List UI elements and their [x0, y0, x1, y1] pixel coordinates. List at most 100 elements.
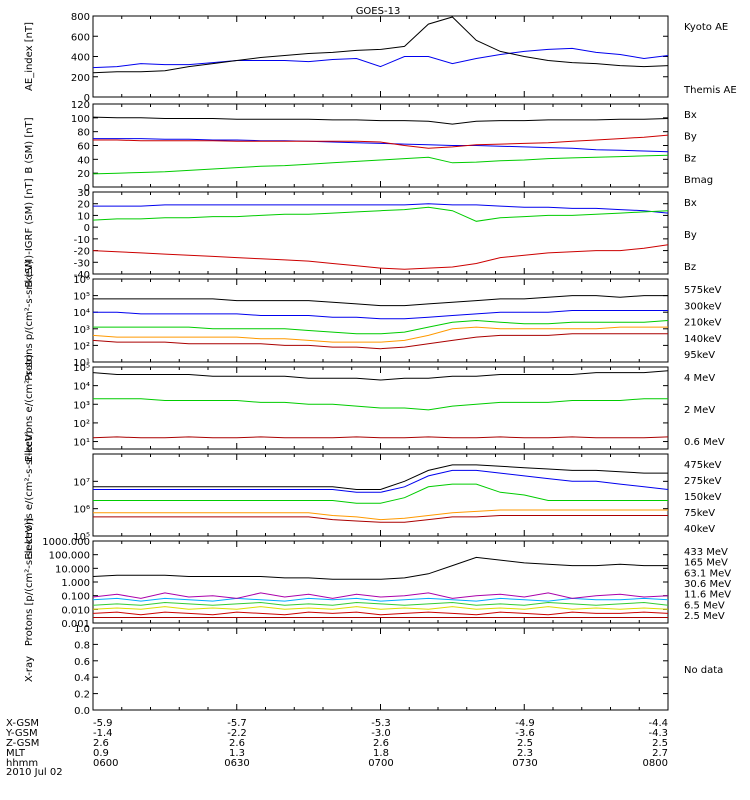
y-tick-label: -10	[74, 235, 90, 246]
y-tick-label: 40	[77, 155, 90, 166]
orbit-value: -3.0	[371, 728, 391, 739]
legend-entry: 165 MeV	[684, 558, 728, 569]
y-tick-label: 10⁵	[73, 532, 90, 543]
series-line-Bx	[93, 203, 669, 214]
orbit-value: 0630	[224, 758, 249, 769]
y-tick-label: 20	[77, 200, 90, 211]
orbit-value: -1.4	[93, 728, 113, 739]
y-tick-label: 1.0	[74, 624, 90, 635]
y-tick-label: 10³	[73, 325, 90, 336]
legend-entry: 150keV	[684, 492, 722, 503]
y-tick-label: -40	[74, 270, 90, 281]
panel-frame	[92, 540, 669, 624]
y-tick-label: 10	[77, 211, 90, 222]
legend-entry: 433 MeV	[684, 547, 728, 558]
legend-entry: 275keV	[684, 476, 722, 487]
legend-entry: 2.5 MeV	[684, 611, 725, 622]
y-tick-label: 400	[71, 53, 90, 64]
y-tick-label: 0	[84, 93, 90, 104]
y-tick-label: 0	[84, 183, 90, 194]
y-axis-label: Protons [p/(cm²-s-sr-keV)]	[24, 518, 35, 646]
series-line-150keV	[93, 483, 668, 504]
orbit-value: 2.6	[93, 738, 109, 749]
y-tick-label: 200	[71, 73, 90, 84]
series-line-575keV	[92, 333, 668, 350]
series-line-40keV	[93, 464, 668, 490]
orbit-value: 1.3	[229, 748, 245, 759]
legend-entry: 75keV	[684, 508, 715, 519]
legend-entry: 300keV	[684, 301, 722, 312]
y-axis-label: X-ray	[24, 656, 35, 682]
orbit-value: -2.2	[227, 728, 247, 739]
panel-5: 10¹ 10² 10³ 10⁴ 10⁵ Electrons e/(cm²-s-sr) 4 M…	[24, 354, 725, 462]
y-tick-label: 10²	[73, 341, 90, 352]
orbit-row-label: MLT	[6, 748, 26, 759]
panel-7: 0.001 0.010 0.100 1.000 10.000 100.000 1000.00…	[24, 518, 731, 646]
y-tick-label: 0.2	[74, 690, 90, 701]
orbit-row-label: Z-GSM	[6, 738, 39, 749]
legend-entry: Bz	[684, 153, 696, 164]
y-tick-label: 10⁴	[73, 382, 90, 393]
panel-2: 0 20 40 60 80 100 120 B (SM) [nT] Bx By Bz Bmag	[24, 100, 713, 194]
y-tick-label: 10⁶	[73, 275, 90, 286]
y-tick-label: 600	[71, 32, 90, 43]
series-line-6.5-MeV	[92, 592, 669, 599]
series-line-300keV	[92, 326, 668, 343]
series-line-Kyoto-AE	[92, 47, 669, 69]
legend-entry: 6.5 MeV	[684, 600, 725, 611]
y-tick-label: 0.010	[61, 605, 90, 616]
y-tick-label: 0	[84, 223, 90, 234]
legend-entry: 210keV	[684, 318, 722, 329]
series-line-475keV	[93, 515, 668, 523]
orbit-value: -4.4	[648, 718, 668, 729]
legend-entry: 63.1 MeV	[684, 568, 731, 579]
y-tick-label: 10⁴	[73, 308, 90, 319]
legend-entry: Bx	[684, 110, 697, 121]
series-line-2-MeV	[93, 398, 668, 411]
series-line-Themis-AE	[92, 16, 669, 74]
orbit-value: 0600	[93, 758, 118, 769]
series-line-140keV	[93, 310, 668, 320]
y-tick-label: 10.000	[55, 564, 90, 575]
y-axis-label: Protons p/(cm²-s-sr-keV)	[24, 260, 35, 381]
series-line-By	[92, 206, 669, 222]
y-tick-label: -20	[74, 247, 90, 258]
y-tick-label: 10⁷	[73, 477, 90, 488]
panel-4: 10¹ 10² 10³ 10⁴ 10⁵ 10⁶ Protons p/(cm²-s-sr-ke…	[24, 260, 722, 381]
series-line-Bmag	[92, 116, 669, 125]
y-axis-label: Electrons e/(cm²-s-sr)	[24, 354, 35, 462]
orbit-value: 0.9	[93, 748, 109, 759]
orbit-value: 2.3	[517, 748, 533, 759]
y-axis-label: Electrons e/(cm²-s-sr-keV)	[24, 430, 35, 559]
y-tick-label: 100.000	[49, 551, 90, 562]
legend-entry: Bx	[684, 198, 697, 209]
series-line-4-MeV	[92, 436, 669, 439]
legend-entry: 4 MeV	[684, 373, 715, 384]
y-tick-label: 60	[77, 142, 90, 153]
legend-entry: 140keV	[684, 334, 722, 345]
series-line-2.5-MeV	[92, 556, 668, 580]
orbit-value: -5.3	[371, 718, 391, 729]
orbit-row-label: X-GSM	[6, 718, 39, 729]
orbit-value: -5.9	[93, 718, 113, 729]
y-tick-label: 80	[77, 128, 90, 139]
legend-entry: Themis AE	[683, 85, 737, 96]
panel-6: 10⁵ 10⁶ 10⁷ Electrons e/(cm²-s-sr-keV) 475ke…	[24, 430, 722, 559]
y-tick-label: 0.6	[74, 657, 90, 668]
legend-entry: 0.6 MeV	[684, 437, 725, 448]
orbit-value: 0730	[512, 758, 537, 769]
y-tick-label: 10¹	[73, 438, 90, 449]
y-tick-label: 1000.000	[42, 537, 90, 548]
panel-8: 0.0 0.2 0.4 0.6 0.8 1.0 X-ray No data	[24, 624, 723, 717]
panel-frame	[92, 191, 669, 275]
series-line-95keV	[93, 295, 668, 307]
orbit-value: 2.6	[229, 738, 245, 749]
y-tick-label: 0.4	[74, 673, 90, 684]
panel-frame	[92, 627, 669, 711]
y-tick-label: 0.100	[61, 592, 90, 603]
series-line-275keV	[93, 509, 668, 521]
date-label: 2010 Jul 02	[6, 767, 63, 778]
panel-frame	[92, 103, 669, 188]
y-tick-label: 0.001	[61, 619, 90, 630]
